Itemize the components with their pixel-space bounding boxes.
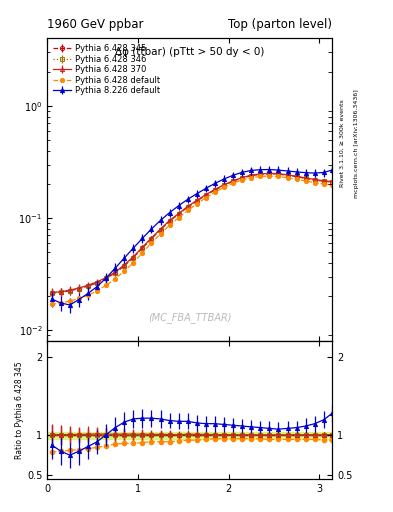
Y-axis label: Ratio to Pythia 6.428 345: Ratio to Pythia 6.428 345 [15,361,24,459]
Text: (MC_FBA_TTBAR): (MC_FBA_TTBAR) [148,312,231,323]
Text: Δφ (tt̅bar) (pTtt > 50 dy < 0): Δφ (tt̅bar) (pTtt > 50 dy < 0) [115,48,264,57]
Text: Rivet 3.1.10, ≥ 300k events: Rivet 3.1.10, ≥ 300k events [340,99,345,187]
Text: 1960 GeV ppbar: 1960 GeV ppbar [47,17,144,31]
Text: Top (parton level): Top (parton level) [228,17,332,31]
Text: mcplots.cern.ch [arXiv:1306.3436]: mcplots.cern.ch [arXiv:1306.3436] [354,89,359,198]
Bar [47,432,332,439]
Legend: Pythia 6.428 345, Pythia 6.428 346, Pythia 6.428 370, Pythia 6.428 default, Pyth: Pythia 6.428 345, Pythia 6.428 346, Pyth… [51,42,162,97]
